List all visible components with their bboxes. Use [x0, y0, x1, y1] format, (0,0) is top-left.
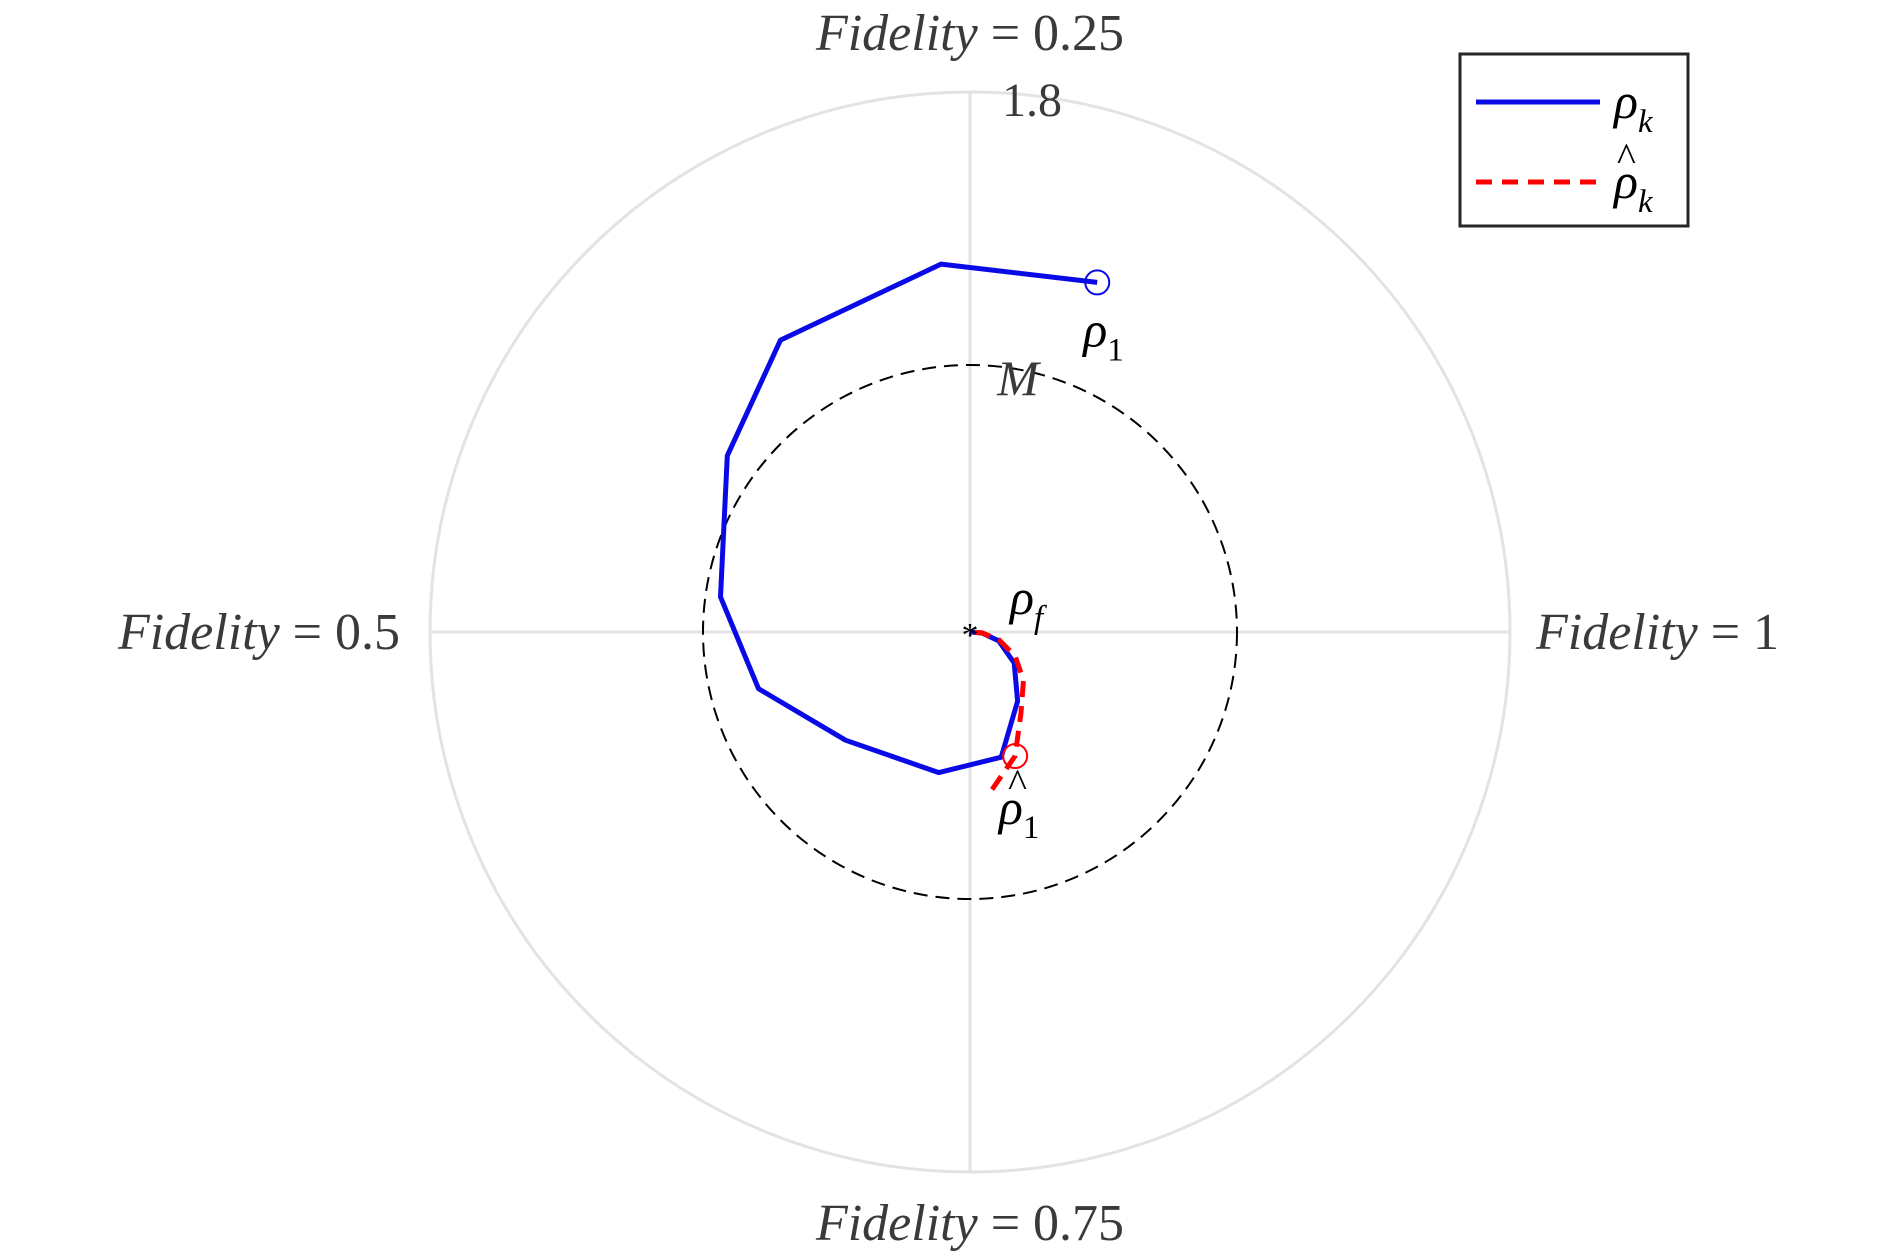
series-start-marker-0 [1084, 269, 1111, 296]
series-start-label-1: ρ1 [997, 779, 1040, 846]
legend-label-1: ρk [1612, 153, 1654, 220]
radial-tick-label: 1.8 [1002, 74, 1062, 127]
series-start-label-1-hat: ^ [1008, 761, 1027, 806]
angular-label-90: Fidelity = 0.25 [815, 5, 1124, 62]
legend: ρk ρk^ [1458, 52, 1690, 228]
center-marker-label: ρf [1008, 569, 1047, 636]
reference-circle-label: M [996, 350, 1041, 406]
series-start-marker-1 [1002, 743, 1029, 770]
center-star-marker: * [962, 617, 979, 654]
series-line-0 [718, 261, 1098, 776]
series-line-1 [969, 629, 1026, 791]
legend-label-0: ρk [1612, 73, 1654, 140]
angular-label-180: Fidelity = 0.5 [117, 604, 400, 661]
label-group: 1.8 Fidelity = 1 Fidelity = 0.25 Fidelity =… [117, 5, 1779, 1252]
series-group: * [718, 261, 1111, 791]
angular-label-0: Fidelity = 1 [1535, 604, 1779, 661]
reference-circle-group: M [702, 350, 1238, 900]
angular-label-270: Fidelity = 0.75 [815, 1195, 1124, 1252]
legend-box [1458, 52, 1690, 228]
reference-circle [702, 364, 1238, 900]
legend-label-1-hat: ^ [1617, 135, 1636, 180]
series-start-label-0: ρ1 [1081, 301, 1124, 368]
